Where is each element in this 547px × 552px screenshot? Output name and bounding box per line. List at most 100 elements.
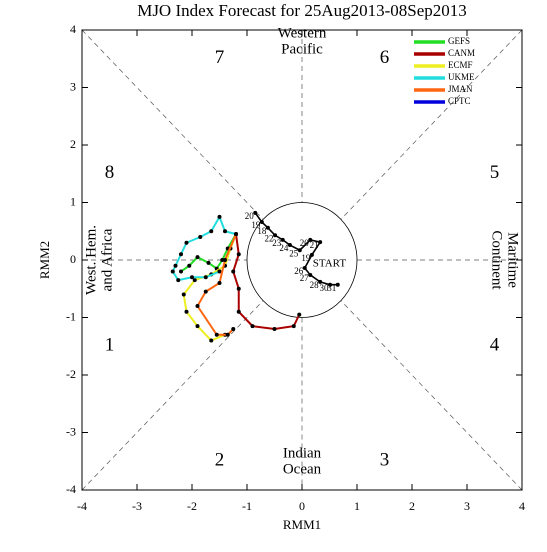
day-label: 26 [294, 266, 304, 276]
forecast-line-point [297, 312, 302, 317]
observed-line-point [328, 282, 333, 287]
observed-line-point [335, 282, 340, 287]
x-tick-label: -1 [242, 499, 252, 513]
day-label: 20 [300, 238, 310, 248]
forecast-line-point [209, 229, 214, 234]
phase-number: 3 [380, 450, 390, 471]
forecast-line-point [190, 275, 194, 280]
day-label: 24 [279, 243, 289, 253]
x-tick-label: 3 [464, 499, 470, 513]
legend-label: GEFS [448, 36, 470, 46]
forecast-line-point [209, 338, 214, 343]
forecast-line-point [236, 286, 241, 291]
day-label: 27 [300, 273, 310, 283]
chart-title: MJO Index Forecast for 25Aug2013-08Sep20… [137, 1, 467, 20]
phase-number: 6 [380, 47, 390, 68]
forecast-line-point [181, 292, 186, 297]
y-axis-label: RMM2 [37, 241, 52, 279]
forecast-line-point [195, 324, 200, 329]
forecast-line-point [184, 240, 189, 245]
forecast-line-point [231, 327, 236, 331]
y-tick-label: 3 [70, 79, 76, 93]
forecast-line-point [187, 263, 192, 268]
y-tick-label: -1 [66, 309, 76, 323]
day-label: 20 [245, 211, 255, 221]
forecast-line-point [179, 269, 183, 274]
y-tick-label: 0 [70, 252, 76, 266]
forecast-line-point [236, 309, 241, 314]
forecast-line-point [217, 214, 222, 219]
forecast-line-point [203, 275, 208, 280]
legend-label: ECMF [448, 60, 473, 70]
observed-line-point [265, 225, 270, 230]
region-label: Ocean [283, 461, 322, 477]
forecast-line-point [272, 327, 277, 331]
phase-number: 1 [105, 335, 115, 356]
day-label: 19 [251, 220, 261, 230]
observed-line-point [253, 210, 258, 215]
region-label: Maritime [505, 232, 521, 288]
x-tick-label: 4 [519, 499, 525, 513]
forecast-line-point [234, 232, 238, 237]
region-label: Indian [283, 445, 322, 461]
y-tick-label: 1 [70, 194, 76, 208]
forecast-line-point [291, 324, 296, 329]
region-label: Pacific [281, 41, 323, 57]
day-label: 25 [289, 248, 299, 258]
phase-divider [81, 29, 264, 220]
forecast-line-point [231, 269, 236, 274]
region-label: Continent [489, 230, 505, 290]
observed-line-point [318, 240, 323, 245]
x-tick-label: 0 [299, 499, 305, 513]
forecast-line-point [195, 304, 200, 308]
unit-circle [246, 202, 358, 318]
x-tick-label: 2 [409, 499, 415, 513]
forecast-line-point [195, 255, 200, 260]
forecast-line [182, 233, 237, 342]
observed-line-point [287, 243, 292, 248]
y-tick-label: 4 [70, 22, 76, 36]
forecast-line-point [236, 252, 241, 257]
region-label: West. Hem. [83, 225, 99, 295]
day-label: 23 [272, 238, 282, 248]
legend-label: CANM [448, 48, 475, 58]
day-label: 31 [327, 283, 336, 293]
observed-line-point [309, 252, 314, 257]
phase-divider [81, 300, 264, 491]
x-axis-label: RMM1 [283, 517, 321, 532]
y-tick-label: -4 [66, 482, 76, 496]
observed-line-point [259, 220, 264, 225]
forecast-line-point [170, 269, 175, 274]
phase-divider [340, 29, 523, 220]
forecast-line-point [217, 269, 222, 274]
y-tick-label: 2 [70, 137, 76, 151]
forecast-line-point [176, 278, 181, 283]
phase-number: 5 [490, 162, 500, 183]
day-label: 21 [310, 240, 319, 250]
observed-line-point [302, 266, 307, 271]
observed-line-point [308, 237, 313, 242]
observed-line-point [318, 279, 323, 284]
phase-number: 2 [215, 450, 225, 471]
forecast-line-point [220, 258, 225, 262]
forecast-line-point [217, 281, 222, 285]
x-tick-label: -2 [187, 499, 197, 513]
day-label: 22 [265, 233, 274, 243]
phase-divider [340, 300, 523, 491]
forecast-line-point [225, 332, 230, 337]
x-tick-label: -4 [77, 499, 87, 513]
y-tick-label: -2 [66, 367, 76, 381]
legend-label: CPTC [448, 96, 471, 106]
day-label: 19 [301, 253, 311, 263]
forecast-line-point [173, 263, 178, 268]
observed-line-point [308, 272, 313, 277]
y-tick-label: -3 [66, 424, 76, 438]
x-tick-label: -3 [132, 499, 142, 513]
region-label: Western [278, 25, 327, 41]
x-tick-label: 1 [354, 499, 360, 513]
day-label: 18 [257, 226, 267, 236]
forecast-line-point [223, 229, 227, 234]
forecast-line-point [192, 278, 197, 283]
start-label: START [313, 258, 347, 270]
